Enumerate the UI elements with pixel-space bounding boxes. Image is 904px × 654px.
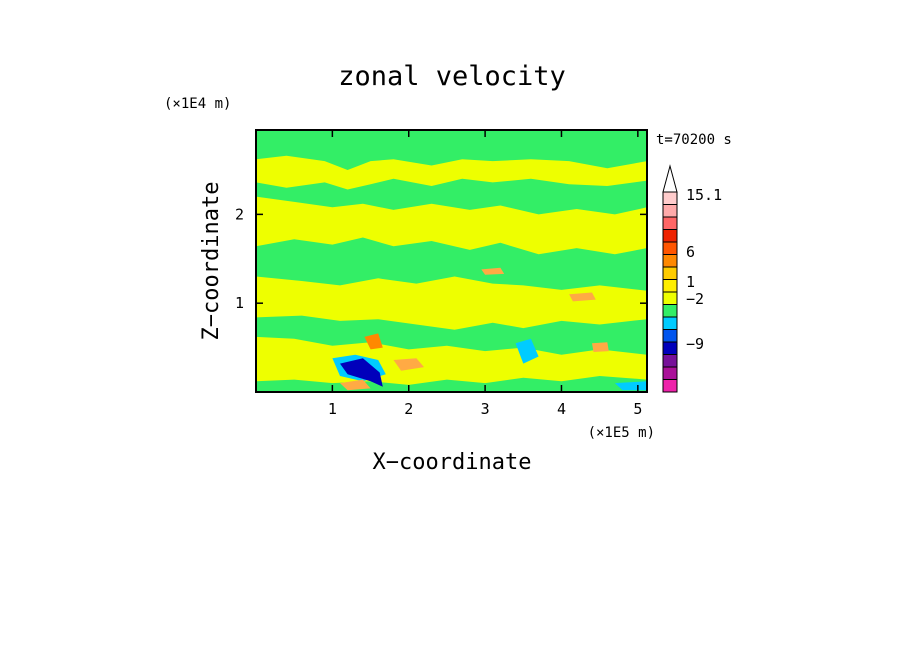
contour-region-12 — [569, 292, 596, 302]
contour-region-2 — [256, 276, 647, 330]
chart-title: zonal velocity — [338, 61, 566, 92]
colorbar-band — [662, 379, 678, 393]
colorbar-band — [662, 266, 678, 280]
colorbar-label: −9 — [686, 335, 704, 353]
colorbar-label: 6 — [686, 243, 695, 261]
colorbar-band — [662, 216, 678, 230]
x-tick-label: 4 — [557, 400, 566, 418]
time-label: t=70200 s — [656, 132, 732, 148]
colorbar-band — [662, 304, 678, 318]
colorbar-band — [662, 241, 678, 255]
y-tick-label: 2 — [235, 205, 244, 223]
colorbar: 15.1 6 1−2 −9 — [662, 164, 722, 393]
colorbar-band — [662, 366, 678, 380]
colorbar-label: 15.1 — [686, 186, 722, 204]
contour-region-8 — [364, 333, 383, 350]
colorbar-band — [662, 341, 678, 355]
contour-regions — [256, 155, 647, 391]
colorbar-extend-arrow — [662, 164, 678, 193]
y-scale-label: (×1E4 m) — [164, 96, 231, 112]
colorbar-band — [662, 229, 678, 243]
x-scale-label: (×1E5 m) — [588, 425, 655, 441]
plot-area — [256, 130, 647, 392]
contour-region-1 — [256, 196, 647, 255]
y-tick-label: 1 — [235, 294, 244, 312]
contour-region-10 — [393, 358, 424, 371]
colorbar-band — [662, 204, 678, 218]
contour-region-5 — [515, 338, 539, 364]
colorbar-label: 1 — [686, 273, 695, 291]
colorbar-band — [662, 316, 678, 330]
colorbar-band — [662, 291, 678, 305]
colorbar-band — [662, 354, 678, 368]
plot-frame — [255, 129, 648, 393]
x-axis-label: X−coordinate — [373, 450, 532, 475]
y-axis: 12 — [235, 205, 647, 312]
colorbar-band — [662, 329, 678, 343]
colorbar-band — [662, 254, 678, 268]
contour-region-7 — [340, 358, 383, 387]
contour-region-0 — [256, 155, 647, 190]
contour-region-9 — [340, 379, 371, 391]
colorbar-band — [662, 191, 678, 205]
contour-region-6 — [614, 381, 647, 391]
x-tick-label: 2 — [404, 400, 413, 418]
colorbar-label: −2 — [686, 290, 704, 308]
x-tick-label: 5 — [633, 400, 642, 418]
x-tick-label: 1 — [328, 400, 337, 418]
contour-region-13 — [592, 342, 609, 352]
contour-region-11 — [481, 267, 505, 275]
x-axis: 1 2 3 4 5 — [328, 130, 642, 418]
x-tick-label: 3 — [481, 400, 490, 418]
colorbar-band — [662, 279, 678, 293]
y-axis-label: Z−coordinate — [199, 182, 224, 341]
